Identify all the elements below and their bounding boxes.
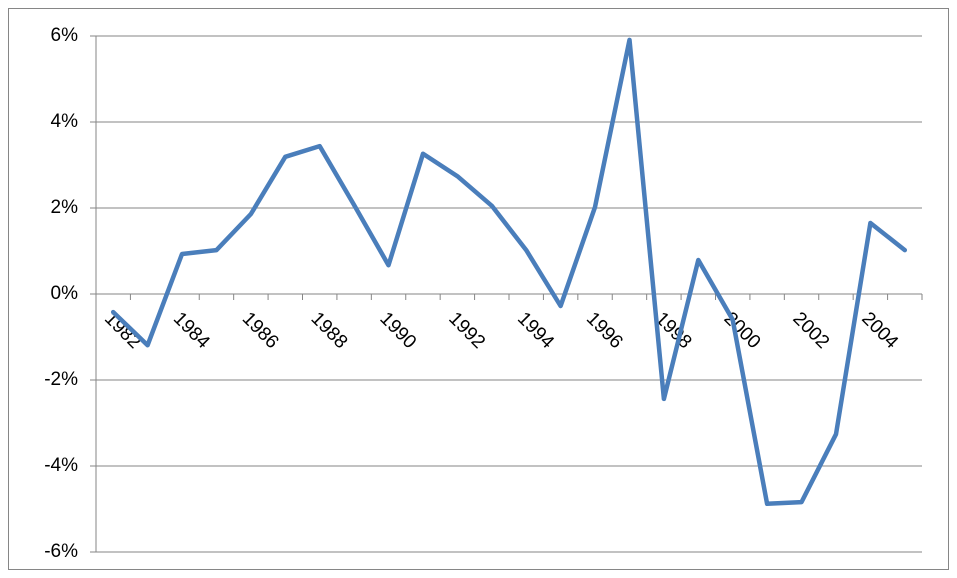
- y-tick-label: 0%: [51, 283, 79, 304]
- y-tick-label: -4%: [44, 455, 78, 476]
- y-tick-label: 6%: [51, 25, 79, 46]
- y-tick-label: -6%: [44, 541, 78, 562]
- y-tick-label: 4%: [51, 111, 79, 132]
- data-line: [110, 37, 908, 507]
- y-tick-label: 2%: [51, 197, 79, 218]
- chart-frame: [8, 8, 949, 570]
- y-tick-label: -2%: [44, 369, 78, 390]
